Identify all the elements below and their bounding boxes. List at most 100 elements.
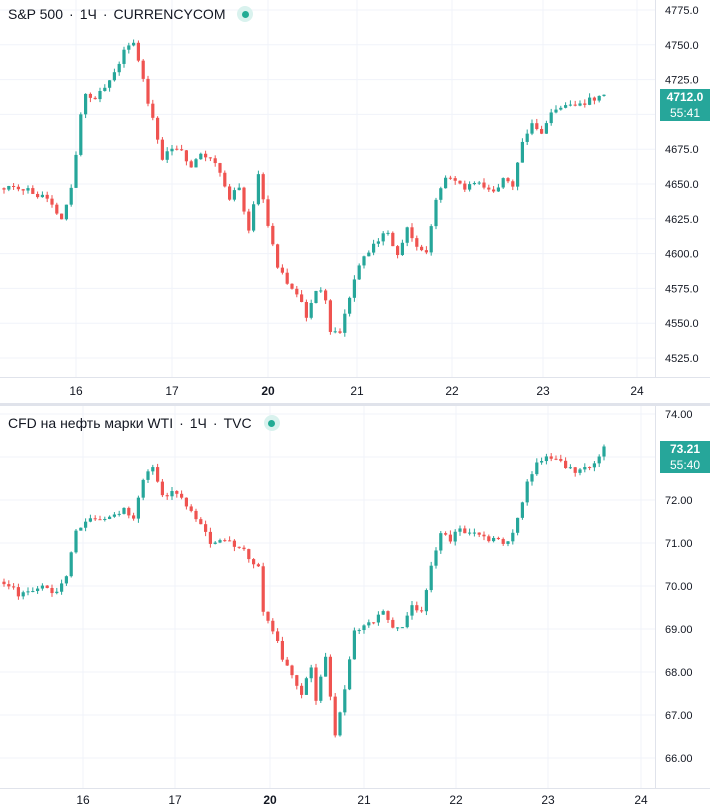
sp500-candle-body [602,94,606,96]
wti-candle-body [218,540,222,543]
wti-candle-body [242,547,246,550]
sp500-candle-body [410,227,414,239]
wti-candle-body [36,588,40,592]
sp500-candle-body [223,172,227,187]
sp500-symbol: S&P 500 [8,6,64,22]
wti-legend[interactable]: CFD на нефть марки WTI · 1Ч · TVC [8,415,280,431]
wti-candle-body [103,518,107,520]
wti-candle-body [482,534,486,537]
legend-separator: · [179,415,184,431]
sp500-candle-body [79,114,83,155]
sp500-candle-body [396,246,400,256]
wti-candle-body [276,631,280,641]
wti-candle-body [424,590,428,612]
market-open-icon [237,6,254,22]
wti-candle-body [31,591,35,593]
sp500-candle-body [434,199,438,227]
sp500-candle-body [21,189,25,191]
wti-candle-body [26,591,30,593]
sp500-candle-body [12,185,16,187]
wti-candle-body [170,491,174,497]
sp500-legend[interactable]: S&P 500 · 1Ч · CURRENCYCOM [8,6,254,22]
wti-chart-panel[interactable]: 74.0073.0072.0071.0070.0069.0068.0067.00… [0,406,710,812]
wti-candle-body [189,506,193,511]
wti-candle-body [151,467,155,472]
wti-candle-body [136,497,140,519]
wti-candle-body [357,630,361,632]
wti-y-tick-label: 66.00 [665,753,693,765]
sp500-candle-body [165,151,169,160]
wti-candle-body [290,665,294,676]
sp500-candle-body [482,182,486,188]
sp500-candle-body [319,290,323,292]
wti-candle-body [184,497,188,507]
wti-source: TVC [223,415,252,431]
sp500-candle-body [93,97,97,100]
wti-candle-body [578,469,582,473]
wti-candle-body [477,532,481,535]
wti-candle-body [93,518,97,520]
sp500-y-tick-label: 4725.0 [665,75,699,87]
wti-candle-body [535,462,539,475]
wti-y-tick-label: 67.00 [665,710,693,722]
wti-candle-body [247,549,251,560]
sp500-candle-body [564,105,568,108]
wti-candle-body [348,659,352,690]
sp500-candle-body [559,107,563,110]
sp500-candle-body [487,187,491,190]
pane-separator[interactable] [0,403,710,406]
legend-separator: · [212,415,218,431]
sp500-candlestick-chart[interactable]: 4775.04750.04725.04700.04675.04650.04625… [0,0,710,404]
wti-candle-body [271,620,275,632]
sp500-candle-body [194,159,198,168]
sp500-candle-body [84,93,88,115]
sp500-bar-countdown: 55:41 [669,106,701,120]
wti-candle-body [280,640,284,660]
sp500-candle-body [525,133,529,142]
sp500-candle-body [597,95,601,101]
sp500-candle-body [501,178,505,188]
wti-candle-body [516,517,520,533]
sp500-candle-body [266,199,270,226]
wti-candle-body [55,591,59,594]
sp500-candle-body [199,153,203,160]
sp500-y-tick-label: 4625.0 [665,214,699,226]
wti-y-tick-label: 74.00 [665,409,693,421]
sp500-candle-body [506,178,510,182]
legend-separator: · [102,6,108,22]
sp500-candle-body [98,90,102,100]
sp500-candle-body [477,182,481,184]
sp500-candle-body [362,256,366,266]
sp500-candle-body [348,297,352,314]
sp500-candle-body [583,103,587,105]
sp500-candle-body [156,117,160,140]
wti-candle-body [525,481,529,503]
wti-candle-body [165,495,169,497]
wti-candle-body [40,585,44,589]
sp500-candle-body [31,188,35,194]
sp500-candle-body [357,265,361,280]
sp500-y-tick-label: 4600.0 [665,249,699,261]
sp500-candle-body [448,177,452,179]
wti-candle-body [88,518,92,522]
sp500-candle-body [496,187,500,192]
legend-separator: · [69,6,74,22]
wti-candle-body [396,627,400,629]
wti-candle-body [429,565,433,591]
sp500-candle-body [424,250,428,253]
sp500-candle-body [36,193,40,198]
sp500-candle-body [578,103,582,106]
wti-candlestick-chart[interactable]: 74.0073.0072.0071.0070.0069.0068.0067.00… [0,406,710,812]
sp500-candle-body [218,163,222,173]
wti-candle-body [463,528,467,534]
wti-candle-body [122,507,126,514]
sp500-chart-panel[interactable]: 4775.04750.04725.04700.04675.04650.04625… [0,0,710,404]
sp500-candle-body [328,300,332,332]
wti-x-tick-label: 21 [357,793,371,807]
sp500-candle-body [588,97,592,105]
sp500-candle-body [242,187,246,212]
sp500-x-tick-label: 24 [630,384,644,398]
sp500-candle-body [180,149,184,151]
sp500-candle-body [415,238,419,247]
sp500-candle-body [74,154,78,188]
